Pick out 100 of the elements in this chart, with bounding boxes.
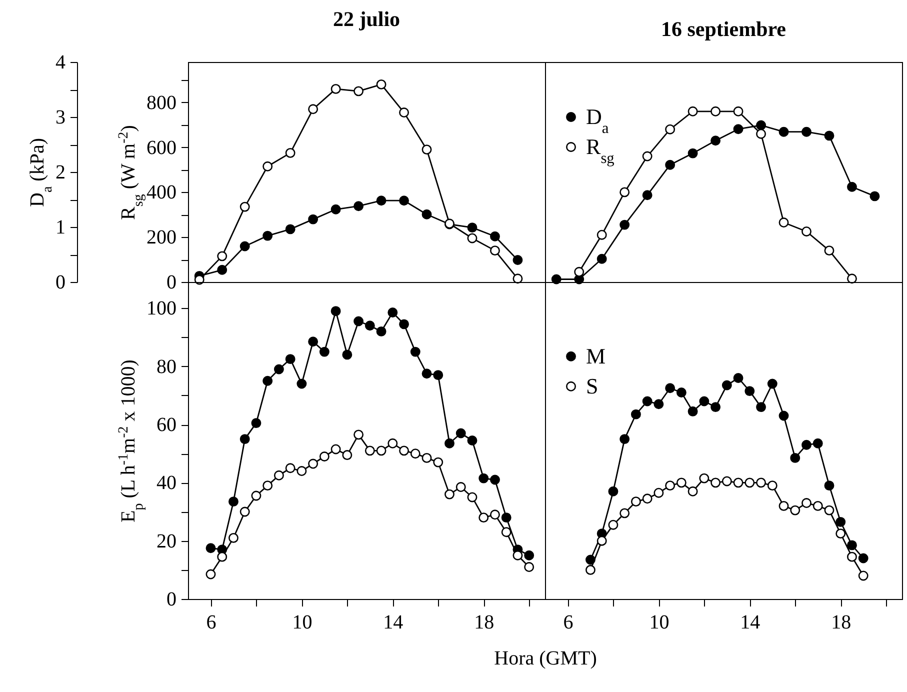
y-tick-label: 60 (156, 414, 176, 436)
y-tick-label: 3 (56, 106, 66, 128)
point (654, 488, 664, 498)
point (444, 489, 454, 500)
point (217, 251, 228, 262)
point (376, 79, 386, 90)
point (744, 478, 755, 488)
point (699, 473, 710, 484)
point (676, 478, 686, 488)
point (802, 498, 812, 508)
y-tick-label: 40 (156, 472, 176, 494)
point (802, 226, 812, 236)
point (824, 505, 834, 516)
point (710, 106, 721, 116)
point (586, 564, 596, 575)
point (490, 474, 500, 485)
point (319, 346, 330, 357)
point (596, 254, 607, 264)
point (490, 510, 500, 520)
point (778, 126, 789, 137)
point (846, 540, 857, 550)
point (217, 264, 228, 275)
point (399, 446, 409, 456)
x-tick-label: 6 (563, 612, 574, 634)
point (410, 448, 420, 459)
point (688, 406, 698, 416)
point (330, 204, 341, 214)
y2-tick-label: 600 (146, 136, 176, 159)
point (630, 496, 641, 507)
point (296, 466, 307, 476)
x-axis-title: Hora (GMT) (494, 648, 597, 670)
point (836, 528, 846, 539)
y2-tick-label: 200 (146, 226, 176, 249)
y-tick-label: 0 (56, 272, 66, 294)
point (733, 124, 744, 134)
point (285, 354, 296, 364)
point (308, 214, 318, 224)
point (512, 274, 523, 284)
point (767, 480, 778, 491)
point (467, 492, 478, 502)
point (217, 552, 228, 562)
y-tick-label: 20 (156, 530, 176, 552)
point (342, 350, 352, 360)
point (846, 182, 857, 192)
point (467, 436, 478, 446)
point (870, 191, 880, 202)
point (308, 458, 318, 469)
point (630, 409, 641, 420)
point (262, 376, 273, 386)
y-tick-label: 0 (166, 588, 176, 610)
point (688, 106, 698, 116)
point (512, 255, 523, 265)
point (596, 230, 607, 240)
point (399, 196, 409, 206)
point (240, 241, 250, 252)
point (665, 480, 676, 491)
point (467, 222, 478, 233)
point (240, 434, 250, 444)
point (608, 520, 618, 530)
point (399, 108, 409, 118)
point (654, 399, 664, 410)
point (512, 550, 523, 560)
point (778, 410, 789, 421)
point (364, 320, 375, 331)
point (490, 231, 500, 242)
point (308, 336, 318, 347)
point (596, 536, 607, 546)
point (756, 128, 766, 139)
y2-tick-label: 400 (146, 182, 176, 204)
point (722, 380, 732, 390)
x-tick-label: 14 (383, 612, 404, 634)
legend-label: S (586, 373, 598, 398)
point (802, 126, 812, 137)
point (422, 368, 432, 379)
point (433, 370, 444, 380)
y-tick-label: 100 (146, 298, 176, 320)
point (620, 220, 630, 230)
point (710, 478, 721, 488)
point (574, 266, 584, 277)
point (364, 446, 375, 456)
point (858, 570, 868, 581)
point (688, 148, 698, 158)
point (444, 438, 454, 448)
point (620, 434, 630, 444)
point (206, 543, 216, 554)
point (501, 527, 512, 538)
x-tick-label: 14 (740, 612, 760, 634)
point (422, 452, 432, 463)
point (744, 386, 755, 396)
point (285, 463, 296, 474)
x-tick-label: 18 (474, 612, 494, 634)
point (388, 438, 398, 448)
point (422, 144, 432, 155)
point (620, 508, 630, 518)
point (330, 444, 341, 454)
point (376, 326, 386, 336)
point (501, 512, 512, 523)
point (274, 364, 284, 374)
point (733, 478, 744, 488)
chart-title: 16 septiembre (660, 17, 786, 41)
